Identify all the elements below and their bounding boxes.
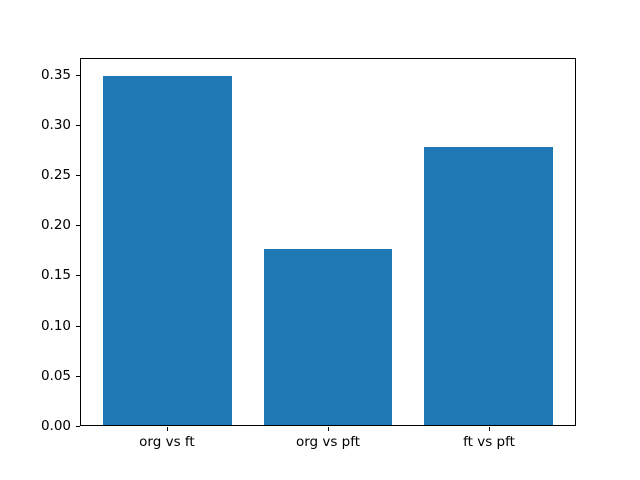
y-tick-label: 0.10 (40, 317, 71, 334)
y-tick-mark (76, 74, 80, 76)
x-tick-label: org vs ft (139, 434, 195, 450)
y-tick-label: 0.35 (40, 66, 71, 83)
x-tick-mark (166, 427, 168, 431)
y-tick-label: 0.25 (40, 166, 71, 183)
y-tick-mark (76, 275, 80, 277)
y-tick-mark (76, 426, 80, 427)
x-tick-label: ft vs pft (463, 434, 515, 450)
x-tick-mark (328, 427, 329, 431)
axes-frame (80, 58, 576, 426)
x-tick-label: org vs pft (295, 434, 361, 450)
bar-org-vs-ft (103, 76, 232, 425)
y-tick-mark (76, 325, 80, 327)
y-tick-label: 0.00 (40, 418, 71, 434)
x-tick-mark (489, 427, 491, 431)
y-tick-mark (76, 225, 80, 227)
bar-org-vs-pft (263, 249, 393, 425)
y-tick-label: 0.05 (40, 367, 71, 384)
y-tick-mark (76, 124, 80, 126)
bar-ft-vs-pft (424, 147, 553, 425)
y-tick-label: 0.20 (40, 217, 71, 234)
y-tick-mark (76, 375, 80, 377)
y-tick-label: 0.30 (40, 116, 71, 133)
y-tick-mark (76, 174, 80, 176)
y-tick-label: 0.15 (40, 267, 71, 284)
